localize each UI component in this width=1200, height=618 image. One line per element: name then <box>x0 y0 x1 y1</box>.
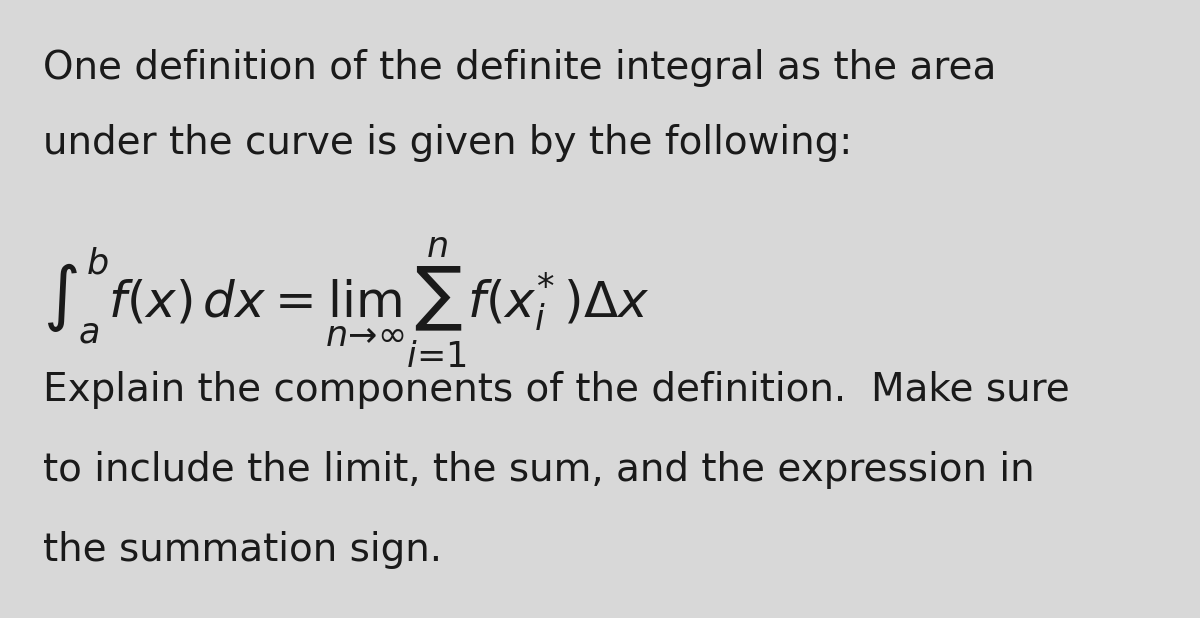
Text: to include the limit, the sum, and the expression in: to include the limit, the sum, and the e… <box>43 451 1034 489</box>
Text: $\int_a^b f(x)\, dx = \lim_{n \to \infty} \sum_{i=1}^{n} f(x_i^*)\Delta x$: $\int_a^b f(x)\, dx = \lim_{n \to \infty… <box>43 235 649 370</box>
Text: the summation sign.: the summation sign. <box>43 531 442 569</box>
Text: under the curve is given by the following:: under the curve is given by the followin… <box>43 124 852 161</box>
Text: One definition of the definite integral as the area: One definition of the definite integral … <box>43 49 996 87</box>
Text: Explain the components of the definition.  Make sure: Explain the components of the definition… <box>43 371 1069 408</box>
